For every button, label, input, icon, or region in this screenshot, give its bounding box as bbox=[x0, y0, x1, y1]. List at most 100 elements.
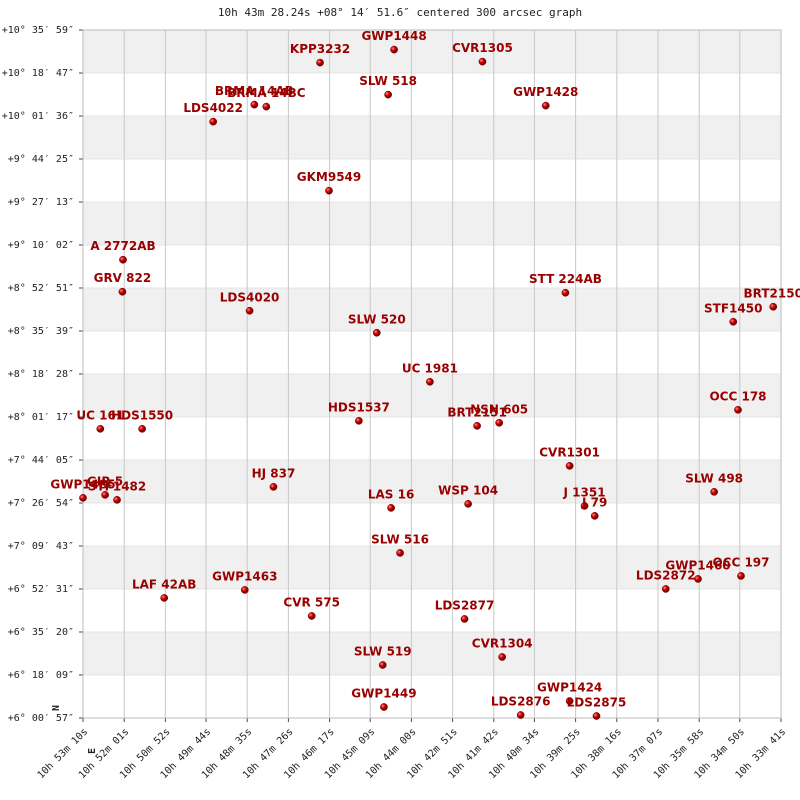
star-point bbox=[580, 502, 589, 510]
star-label: GWP1424 bbox=[537, 680, 602, 694]
star-point bbox=[694, 575, 702, 583]
star-point bbox=[498, 653, 507, 661]
star-point bbox=[372, 328, 381, 337]
star-label: STF1450 bbox=[704, 301, 762, 315]
plot-frame bbox=[82, 29, 782, 719]
compass-north: N bbox=[51, 705, 62, 711]
star-point bbox=[396, 549, 404, 557]
star-label: GRV 822 bbox=[94, 271, 152, 285]
star-label: GWP1460 bbox=[665, 558, 730, 572]
star-point bbox=[262, 102, 271, 111]
band bbox=[83, 631, 781, 675]
star-point bbox=[661, 585, 670, 593]
star-label: LAS 16 bbox=[368, 487, 414, 501]
star-label: A 2772AB bbox=[90, 239, 155, 253]
star-label: GWP1463 bbox=[212, 569, 277, 583]
star-point bbox=[729, 317, 738, 326]
star-point bbox=[565, 697, 574, 705]
star-point bbox=[316, 58, 324, 67]
star-point bbox=[737, 572, 745, 580]
star-label: GIR 5 bbox=[87, 474, 123, 488]
y-tick-label: +8° 52′ 51″ bbox=[8, 283, 74, 294]
y-tick-label: +6° 35′ 20″ bbox=[8, 627, 74, 638]
star-point bbox=[565, 461, 574, 470]
compass-east: E bbox=[87, 748, 98, 754]
star-label: LDS2872 bbox=[636, 568, 696, 582]
band bbox=[83, 116, 781, 159]
y-tick-label: +6° 18′ 09″ bbox=[8, 670, 74, 681]
star-label: GWP1485 bbox=[50, 477, 115, 491]
star-point bbox=[355, 416, 363, 425]
star-point bbox=[307, 612, 316, 620]
star-label: CVR 575 bbox=[283, 595, 340, 609]
chart-title: 10h 43m 28.24s +08° 14′ 51.6″ centered 3… bbox=[218, 6, 582, 19]
star-label: GWP1448 bbox=[361, 29, 426, 43]
star-point bbox=[516, 711, 525, 719]
star-point bbox=[390, 45, 398, 54]
y-tick-label: +9° 44′ 25″ bbox=[8, 154, 74, 165]
star-label: SLW 518 bbox=[359, 74, 417, 88]
star-label: CVR1304 bbox=[472, 636, 533, 650]
star-label: SLW 520 bbox=[348, 312, 406, 326]
star-point bbox=[464, 500, 472, 508]
star-label: CVR1305 bbox=[452, 41, 513, 55]
star-point bbox=[240, 586, 249, 594]
star-label: OCC 178 bbox=[709, 389, 766, 403]
star-point bbox=[460, 615, 469, 623]
y-tick-label: +9° 10′ 02″ bbox=[8, 240, 74, 251]
star-label: LDS2877 bbox=[435, 598, 495, 612]
star-label: HDS1550 bbox=[111, 408, 173, 422]
star-point bbox=[384, 90, 392, 99]
y-tick-label: +10° 01′ 36″ bbox=[2, 111, 74, 122]
star-label: GWP1428 bbox=[513, 85, 578, 99]
star-label: SLW 519 bbox=[354, 644, 412, 658]
y-tick-label: +8° 18′ 28″ bbox=[8, 369, 74, 380]
star-point bbox=[710, 488, 718, 496]
y-tick-label: +10° 18′ 47″ bbox=[2, 68, 74, 79]
y-tick-label: +8° 35′ 39″ bbox=[8, 326, 74, 337]
star-point bbox=[101, 491, 109, 499]
star-label: LDS4022 bbox=[183, 101, 243, 115]
star-label: LDS2876 bbox=[491, 694, 551, 708]
y-tick-label: +8° 01′ 17″ bbox=[8, 412, 74, 423]
star-label: HDS1537 bbox=[328, 400, 390, 414]
star-point bbox=[96, 424, 105, 433]
star-label: OCC 197 bbox=[712, 555, 769, 569]
star-point bbox=[387, 504, 395, 512]
star-point bbox=[378, 661, 387, 669]
y-tick-label: +7° 09′ 43″ bbox=[8, 541, 74, 552]
star-label: GWP1449 bbox=[351, 686, 416, 700]
y-tick-label: +6° 00′ 57″ bbox=[8, 713, 74, 724]
star-point bbox=[734, 405, 742, 414]
star-label: SLW 516 bbox=[371, 532, 429, 546]
band bbox=[83, 545, 781, 590]
star-point bbox=[118, 287, 127, 296]
star-point bbox=[473, 421, 481, 430]
star-label: UC 161 bbox=[76, 408, 124, 422]
star-point bbox=[380, 703, 388, 711]
star-label: LAF 42AB bbox=[132, 577, 196, 591]
star-point bbox=[495, 418, 504, 427]
star-label: CVR1301 bbox=[539, 445, 600, 459]
star-label: BRMA 14BC bbox=[227, 86, 306, 100]
band bbox=[83, 202, 781, 246]
y-tick-label: +7° 44′ 05″ bbox=[8, 455, 74, 466]
star-point bbox=[119, 255, 127, 264]
star-label: LDS4020 bbox=[220, 290, 280, 304]
y-tick-label: +10° 35′ 59″ bbox=[2, 25, 74, 36]
star-point bbox=[113, 496, 121, 504]
star-point bbox=[592, 712, 601, 720]
star-label: J 79 bbox=[581, 495, 607, 509]
band bbox=[83, 287, 781, 332]
star-label: BRMA 14AB bbox=[215, 84, 294, 98]
star-point bbox=[209, 117, 218, 126]
star-label: GKM9549 bbox=[297, 170, 362, 184]
star-label: WSP 104 bbox=[438, 483, 498, 497]
star-point bbox=[769, 302, 778, 311]
star-point bbox=[79, 494, 87, 502]
star-point bbox=[269, 483, 278, 491]
star-label: NSN 605 bbox=[470, 402, 528, 416]
star-point bbox=[561, 288, 570, 297]
star-point bbox=[426, 377, 434, 386]
star-point bbox=[541, 101, 550, 110]
